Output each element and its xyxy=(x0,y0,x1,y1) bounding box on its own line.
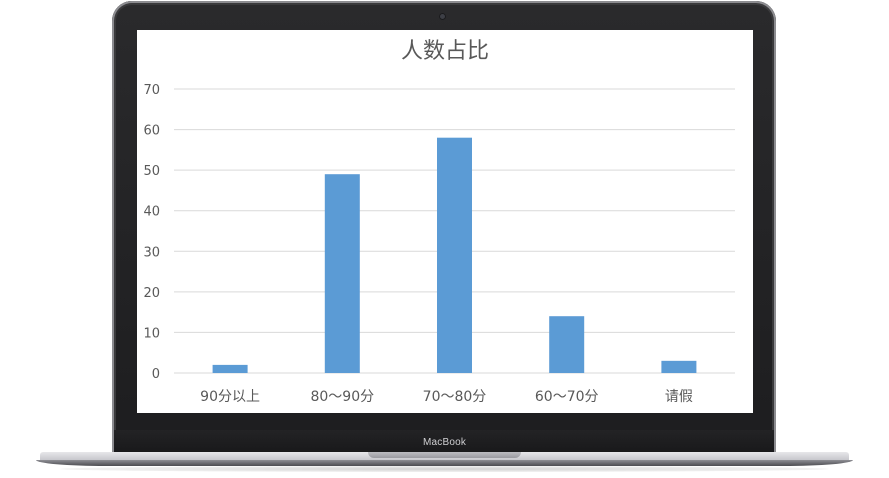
y-tick-label: 10 xyxy=(143,326,160,341)
y-tick-label: 30 xyxy=(143,245,160,260)
y-axis-ticks: 0 10 20 30 40 50 60 70 xyxy=(143,83,160,382)
y-tick-label: 20 xyxy=(143,286,160,301)
y-tick-label: 70 xyxy=(143,83,160,98)
bar xyxy=(324,174,360,373)
laptop-base-edge xyxy=(36,460,853,466)
x-tick-label: 90分以上 xyxy=(200,389,260,405)
x-tick-label: 70～80分 xyxy=(423,389,487,405)
y-tick-label: 0 xyxy=(152,367,160,382)
chart-title: 人数占比 xyxy=(401,39,489,64)
x-tick-label: 80～90分 xyxy=(310,389,374,405)
y-tick-label: 60 xyxy=(143,124,160,139)
x-tick-label: 60～70分 xyxy=(535,389,599,405)
bar-chart: 人数占比 0 10 20 30 40 50 60 70 90分以上 80～90分 70～80分 60… xyxy=(143,39,735,405)
laptop-chin xyxy=(114,430,774,452)
bar xyxy=(661,360,697,373)
camera-icon xyxy=(439,13,446,20)
laptop-screen: 人数占比 0 10 20 30 40 50 60 70 90分以上 80～90分 70～80分 60… xyxy=(137,30,753,413)
bar xyxy=(437,137,472,373)
x-tick-label: 请假 xyxy=(665,389,693,405)
brand-label: MacBook xyxy=(422,437,467,448)
x-axis-ticks: 90分以上 80～90分 70～80分 60～70分 请假 xyxy=(200,389,693,405)
y-tick-label: 50 xyxy=(143,164,160,179)
y-tick-label: 40 xyxy=(143,205,160,220)
bar xyxy=(549,316,585,373)
laptop-shadow xyxy=(60,466,829,472)
laptop-notch xyxy=(368,452,521,458)
bar xyxy=(212,364,248,373)
bars xyxy=(212,137,697,373)
